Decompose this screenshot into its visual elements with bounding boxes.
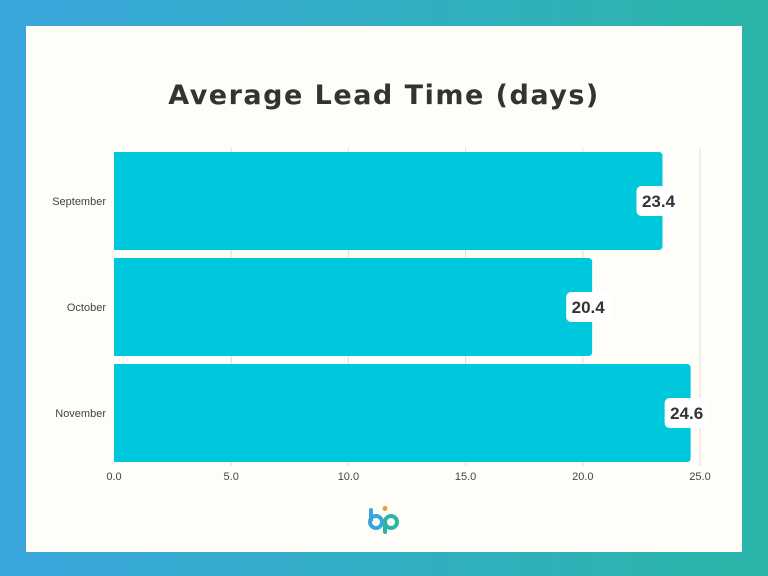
value-label-box bbox=[636, 186, 681, 216]
value-labels: 23.4 20.4 24.6 bbox=[566, 186, 709, 428]
bar bbox=[114, 258, 593, 356]
x-tick-label: 25.0 bbox=[689, 471, 710, 483]
bars bbox=[114, 152, 691, 462]
x-tick-label: 20.0 bbox=[572, 471, 593, 483]
value-label-box bbox=[664, 398, 709, 428]
bar bbox=[114, 364, 691, 462]
chart-title: Average Lead Time (days) bbox=[168, 80, 600, 111]
value-label-box bbox=[566, 292, 611, 322]
value-label: 20.4 bbox=[572, 298, 606, 317]
category-labels: September October November bbox=[52, 196, 106, 420]
category-label: September bbox=[52, 196, 106, 208]
x-tick-label: 10.0 bbox=[338, 471, 359, 483]
x-tick-label: 15.0 bbox=[455, 471, 476, 483]
bar bbox=[114, 152, 663, 250]
bp-logo-icon bbox=[368, 506, 399, 534]
category-label: October bbox=[67, 302, 106, 314]
x-tick-labels: 0.0 5.0 10.0 15.0 20.0 25.0 bbox=[106, 471, 710, 483]
value-label: 23.4 bbox=[642, 192, 676, 211]
category-label: November bbox=[55, 408, 106, 420]
value-label: 24.6 bbox=[670, 404, 703, 423]
x-tick-label: 5.0 bbox=[224, 471, 239, 483]
x-tick-label: 0.0 bbox=[106, 471, 121, 483]
